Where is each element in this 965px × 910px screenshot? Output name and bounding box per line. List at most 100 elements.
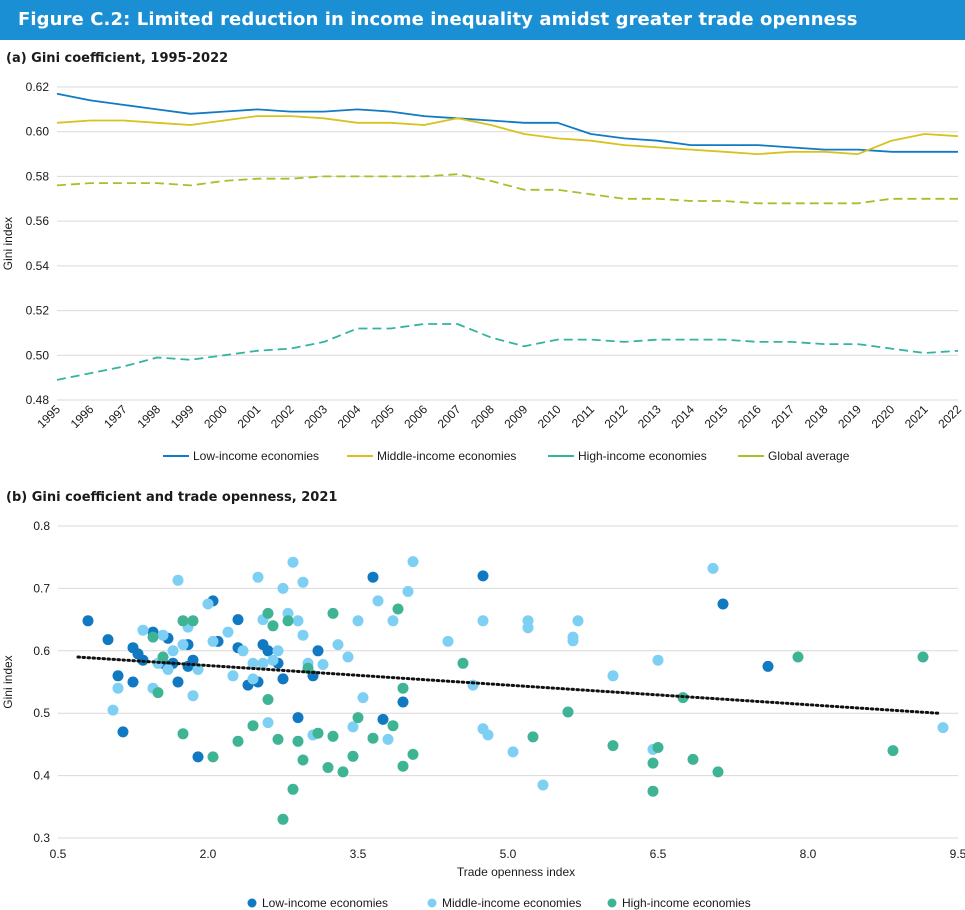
y-tick-label: 0.48	[26, 393, 50, 407]
legend-label: Global average	[768, 449, 850, 463]
x-tick-label: 2022	[935, 402, 964, 431]
y-tick-label: 0.7	[33, 581, 50, 595]
x-tick-label: 2000	[201, 402, 230, 431]
x-tick-label: 2006	[401, 402, 430, 431]
scatter-point	[192, 751, 204, 763]
scatter-point	[172, 676, 184, 688]
panel-a-title: (a) Gini coefficient, 1995-2022	[6, 51, 229, 66]
legend-label: Middle-income economies	[377, 449, 516, 463]
scatter-point	[187, 615, 199, 627]
scatter-point	[292, 615, 304, 627]
scatter-point	[387, 720, 399, 732]
scatter-point	[267, 654, 279, 666]
x-tick-label: 0.5	[50, 847, 67, 861]
scatter-point	[372, 595, 384, 607]
x-tick-label: 2003	[301, 402, 330, 431]
scatter-point	[442, 635, 454, 647]
x-tick-label: 1998	[134, 402, 163, 431]
scatter-point	[252, 571, 264, 583]
scatter-point	[172, 574, 184, 586]
scatter-point	[572, 615, 584, 627]
scatter-point	[272, 733, 284, 745]
scatter-point	[567, 635, 579, 647]
y-tick-label: 0.6	[33, 644, 50, 658]
x-tick-label: 2016	[735, 402, 764, 431]
scatter-point	[272, 645, 284, 657]
x-tick-label: 8.0	[800, 847, 817, 861]
scatter-point	[392, 603, 404, 615]
y-tick-label: 0.5	[33, 706, 50, 720]
scatter-point	[202, 598, 214, 610]
series-group-high-income-economies	[147, 603, 929, 825]
x-tick-label: 2021	[902, 402, 931, 431]
scatter-point	[187, 690, 199, 702]
scatter-point	[262, 717, 274, 729]
scatter-point	[187, 654, 199, 666]
scatter-point	[687, 753, 699, 765]
scatter-point	[367, 571, 379, 583]
scatter-point	[277, 813, 289, 825]
scatter-point	[152, 687, 164, 699]
scatter-point	[297, 754, 309, 766]
series-group-middle-income-economies	[107, 556, 949, 791]
scatter-point	[562, 706, 574, 718]
scatter-point	[537, 779, 549, 791]
legend-label: High-income economies	[578, 449, 707, 463]
scatter-point	[352, 615, 364, 627]
scatter-point	[652, 742, 664, 753]
scatter-point	[262, 645, 274, 657]
scatter-point	[262, 607, 274, 619]
scatter-point	[102, 634, 114, 646]
x-tick-label: 2012	[602, 402, 631, 431]
scatter-point	[112, 670, 124, 682]
x-axis-label: Trade openness index	[457, 865, 575, 879]
scatter-point	[717, 598, 729, 610]
scatter-point	[107, 704, 119, 716]
x-tick-label: 6.5	[650, 847, 667, 861]
scatter-point	[222, 626, 234, 638]
scatter-point	[887, 745, 899, 757]
x-tick-label: 2001	[235, 402, 264, 431]
scatter-point	[607, 740, 619, 752]
scatter-point	[192, 664, 204, 675]
trendline	[76, 655, 940, 715]
scatter-point	[352, 712, 364, 724]
x-tick-label: 2.0	[200, 847, 217, 861]
y-axis-label: Gini index	[1, 655, 15, 708]
scatter-point	[292, 735, 304, 747]
scatter-point	[382, 733, 394, 745]
scatter-point	[327, 730, 339, 742]
y-axis-label: Gini index	[1, 217, 15, 270]
scatter-point	[207, 751, 219, 763]
scatter-point	[347, 750, 359, 762]
x-tick-label: 2015	[702, 402, 731, 431]
scatter-point	[917, 651, 929, 663]
scatter-point	[937, 722, 949, 734]
scatter-point	[82, 615, 94, 627]
scatter-point	[407, 748, 419, 760]
x-tick-label: 2002	[268, 402, 297, 431]
scatter-point	[477, 570, 489, 582]
legend-label: Low-income economies	[193, 449, 319, 463]
scatter-point	[257, 657, 269, 669]
x-tick-label: 2014	[668, 402, 697, 431]
scatter-point	[792, 651, 804, 663]
scatter-point	[157, 651, 169, 663]
scatter-point	[357, 692, 369, 704]
scatter-point	[227, 670, 239, 682]
y-tick-label: 0.60	[26, 125, 50, 139]
legend-marker-high-income-economies	[607, 898, 617, 908]
legend-marker-middle-income-economies	[427, 898, 437, 908]
scatter-point	[467, 679, 479, 691]
scatter-point	[607, 670, 619, 682]
x-tick-label: 2004	[335, 402, 364, 431]
y-tick-label: 0.58	[26, 169, 50, 183]
y-tick-label: 0.4	[33, 769, 50, 783]
scatter-point	[332, 639, 344, 651]
x-tick-label: 2013	[635, 402, 664, 431]
scatter-point	[477, 615, 489, 627]
x-tick-label: 2010	[535, 402, 564, 431]
scatter-point	[232, 614, 244, 626]
scatter-point	[117, 726, 129, 738]
y-tick-label: 0.8	[33, 519, 50, 533]
